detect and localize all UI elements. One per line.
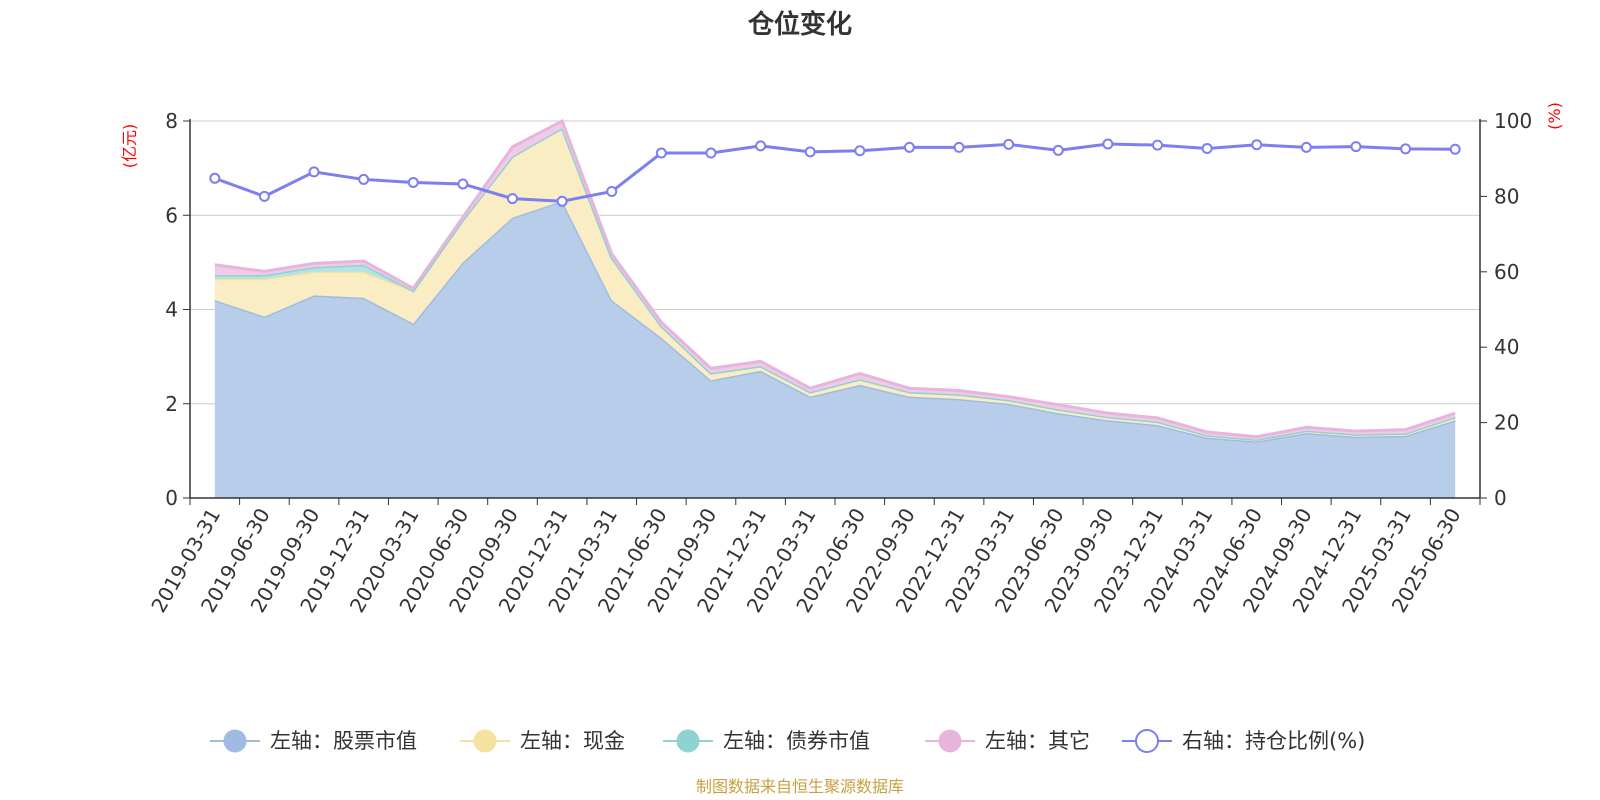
- ratio-point: [556, 195, 568, 207]
- ratio-point: [655, 147, 667, 159]
- ratio-point: [1400, 143, 1412, 155]
- ratio-point: [854, 145, 866, 157]
- legend-marker: [1135, 729, 1159, 753]
- holding-ratio-line: [209, 138, 1461, 207]
- legend-label: 右轴：持仓比例(%): [1182, 729, 1365, 753]
- ratio-point: [705, 147, 717, 159]
- legend-label: 左轴：其它: [985, 729, 1090, 753]
- left-axis-unit: (亿元): [120, 124, 139, 169]
- ratio-point: [1152, 139, 1163, 151]
- ratio-point: [1003, 138, 1015, 150]
- ratio-point: [407, 176, 419, 188]
- ratio-point: [507, 193, 518, 205]
- ratio-point: [1300, 141, 1312, 153]
- left-tick-label: 0: [165, 486, 178, 510]
- area-左轴：股票市值: [214, 201, 1456, 499]
- chart-title: 仓位变化: [747, 9, 852, 40]
- ratio-point: [1449, 143, 1461, 155]
- legend: 左轴：股票市值 左轴：现金 左轴：债券市值 左轴：其它 右轴：持仓比例(%): [210, 729, 1365, 753]
- right-tick-label: 80: [1494, 184, 1519, 208]
- legend-label: 左轴：债券市值: [723, 729, 870, 753]
- legend-marker: [223, 729, 247, 753]
- ratio-point: [903, 141, 915, 153]
- ratio-point: [1251, 139, 1263, 151]
- right-tick-label: 0: [1494, 486, 1507, 510]
- ratio-point: [308, 166, 320, 178]
- ratio-point: [606, 185, 618, 197]
- right-tick-label: 20: [1494, 411, 1519, 435]
- ratio-point: [209, 172, 221, 184]
- ratio-point: [755, 140, 767, 152]
- legend-label: 左轴：现金: [520, 729, 625, 753]
- left-tick-label: 6: [165, 203, 178, 227]
- right-axis-unit: (%): [1545, 102, 1564, 130]
- left-tick-label: 4: [165, 298, 178, 322]
- left-tick-label: 2: [165, 392, 178, 416]
- right-tick-label: 60: [1494, 260, 1519, 284]
- ratio-point: [804, 146, 816, 158]
- data-source-note: 制图数据来自恒生聚源数据库: [696, 777, 904, 796]
- ratio-point: [953, 141, 965, 153]
- ratio-point: [1102, 138, 1114, 150]
- ratio-point: [258, 190, 270, 202]
- ratio-point: [1052, 144, 1064, 156]
- left-tick-label: 8: [165, 109, 178, 133]
- legend-label: 左轴：股票市值: [270, 729, 417, 753]
- area-edge-左轴：其它: [214, 118, 1456, 439]
- area-左轴：现金: [214, 128, 1456, 442]
- ratio-point: [1350, 141, 1362, 153]
- stacked-areas: [214, 118, 1456, 499]
- legend-marker: [938, 729, 962, 753]
- ratio-line-path: [214, 142, 1456, 203]
- right-tick-label: 100: [1494, 109, 1532, 133]
- ratio-point: [457, 178, 469, 190]
- legend-marker: [676, 729, 700, 753]
- legend-marker: [473, 729, 497, 753]
- right-tick-label: 40: [1494, 335, 1519, 359]
- ratio-point: [1201, 143, 1213, 155]
- ratio-point: [358, 173, 370, 185]
